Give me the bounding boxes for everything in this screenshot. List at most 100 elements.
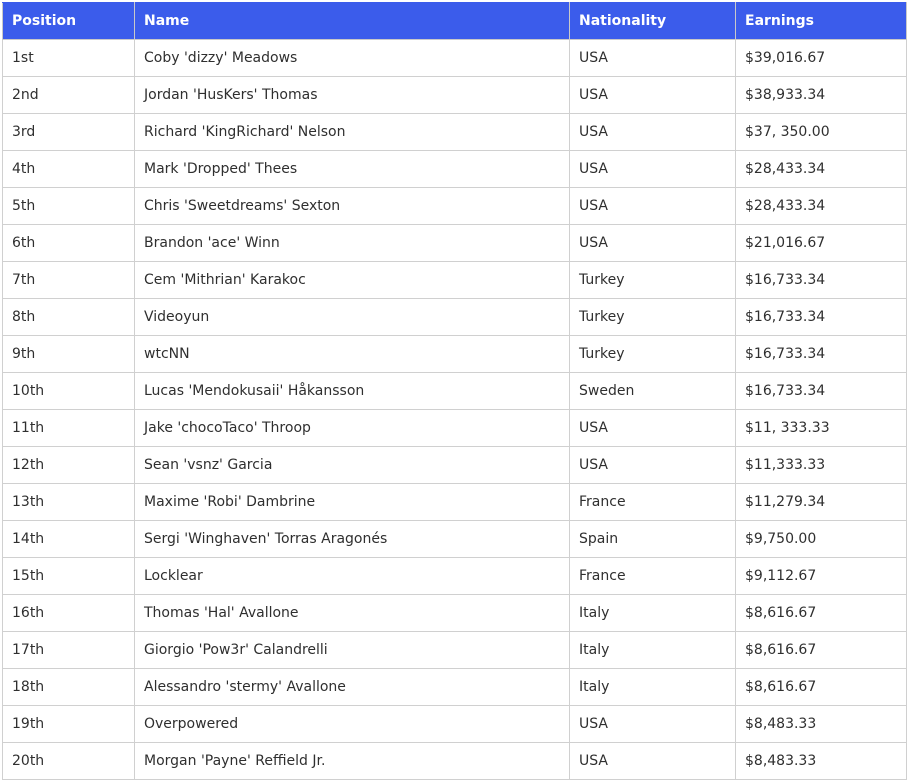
cell-name: Thomas 'Hal' Avallone (134, 594, 570, 632)
cell-earnings: $8,616.67 (735, 631, 907, 669)
cell-position: 18th (2, 668, 135, 706)
table-row: 14th Sergi 'Winghaven' Torras Aragonés Spa… (2, 520, 907, 558)
cell-name: Sergi 'Winghaven' Torras Aragonés (134, 520, 570, 558)
cell-name: Jordan 'HusKers' Thomas (134, 76, 570, 114)
cell-nationality: Sweden (569, 372, 736, 410)
table-row: 18th Alessandro 'stermy' Avallone Italy $8,… (2, 668, 907, 706)
cell-name: Lucas 'Mendokusaii' Håkansson (134, 372, 570, 410)
cell-name: Morgan 'Payne' Reffield Jr. (134, 742, 570, 780)
cell-position: 17th (2, 631, 135, 669)
table-body: 1st Coby 'dizzy' Meadows USA $39,016.67 2nd J… (2, 39, 907, 780)
cell-position: 15th (2, 557, 135, 595)
cell-position: 2nd (2, 76, 135, 114)
cell-name: Alessandro 'stermy' Avallone (134, 668, 570, 706)
cell-nationality: Turkey (569, 298, 736, 336)
cell-nationality: USA (569, 39, 736, 77)
table-row: 15th Locklear France $9,112.67 (2, 557, 907, 595)
cell-name: Jake 'chocoTaco' Throop (134, 409, 570, 447)
cell-earnings: $37, 350.00 (735, 113, 907, 151)
cell-name: Chris 'Sweetdreams' Sexton (134, 187, 570, 225)
cell-earnings: $16,733.34 (735, 298, 907, 336)
table-row: 1st Coby 'dizzy' Meadows USA $39,016.67 (2, 39, 907, 77)
cell-nationality: USA (569, 76, 736, 114)
cell-nationality: USA (569, 113, 736, 151)
table-row: 9th wtcNN Turkey $16,733.34 (2, 335, 907, 373)
cell-name: Brandon 'ace' Winn (134, 224, 570, 262)
table-row: 5th Chris 'Sweetdreams' Sexton USA $28,433.… (2, 187, 907, 225)
table-row: 20th Morgan 'Payne' Reffield Jr. USA $8,483… (2, 742, 907, 780)
cell-nationality: USA (569, 409, 736, 447)
cell-earnings: $11,333.33 (735, 446, 907, 484)
header-position: Position (2, 2, 135, 40)
cell-position: 8th (2, 298, 135, 336)
table-row: 4th Mark 'Dropped' Thees USA $28,433.34 (2, 150, 907, 188)
cell-earnings: $28,433.34 (735, 150, 907, 188)
cell-nationality: France (569, 483, 736, 521)
cell-earnings: $39,016.67 (735, 39, 907, 77)
cell-name: wtcNN (134, 335, 570, 373)
table-row: 8th Videoyun Turkey $16,733.34 (2, 298, 907, 336)
table-row: 16th Thomas 'Hal' Avallone Italy $8,616.67 (2, 594, 907, 632)
cell-nationality: USA (569, 224, 736, 262)
cell-name: Cem 'Mithrian' Karakoc (134, 261, 570, 299)
cell-earnings: $16,733.34 (735, 261, 907, 299)
header-row: Position Name Nationality Earnings (2, 2, 907, 40)
cell-earnings: $9,112.67 (735, 557, 907, 595)
cell-earnings: $38,933.34 (735, 76, 907, 114)
cell-earnings: $28,433.34 (735, 187, 907, 225)
table-row: 2nd Jordan 'HusKers' Thomas USA $38,933.34 (2, 76, 907, 114)
cell-position: 16th (2, 594, 135, 632)
table-row: 13th Maxime 'Robi' Dambrine France $11,279.… (2, 483, 907, 521)
cell-name: Mark 'Dropped' Thees (134, 150, 570, 188)
cell-nationality: USA (569, 150, 736, 188)
cell-position: 14th (2, 520, 135, 558)
cell-nationality: USA (569, 705, 736, 743)
header-nationality: Nationality (569, 2, 736, 40)
cell-nationality: USA (569, 742, 736, 780)
cell-earnings: $11,279.34 (735, 483, 907, 521)
cell-nationality: USA (569, 446, 736, 484)
cell-position: 4th (2, 150, 135, 188)
table-row: 7th Cem 'Mithrian' Karakoc Turkey $16,733.3… (2, 261, 907, 299)
cell-earnings: $16,733.34 (735, 372, 907, 410)
cell-position: 5th (2, 187, 135, 225)
cell-name: Sean 'vsnz' Garcia (134, 446, 570, 484)
header-name: Name (134, 2, 570, 40)
cell-earnings: $16,733.34 (735, 335, 907, 373)
table-row: 17th Giorgio 'Pow3r' Calandrelli Italy $8,6… (2, 631, 907, 669)
cell-position: 7th (2, 261, 135, 299)
header-earnings: Earnings (735, 2, 907, 40)
cell-earnings: $8,616.67 (735, 594, 907, 632)
cell-earnings: $9,750.00 (735, 520, 907, 558)
cell-nationality: Italy (569, 668, 736, 706)
cell-earnings: $8,483.33 (735, 705, 907, 743)
cell-position: 13th (2, 483, 135, 521)
cell-nationality: Spain (569, 520, 736, 558)
table-header: Position Name Nationality Earnings (2, 2, 907, 40)
cell-name: Overpowered (134, 705, 570, 743)
cell-nationality: Italy (569, 594, 736, 632)
cell-earnings: $11, 333.33 (735, 409, 907, 447)
cell-nationality: Turkey (569, 261, 736, 299)
cell-position: 11th (2, 409, 135, 447)
cell-earnings: $8,483.33 (735, 742, 907, 780)
table-row: 3rd Richard 'KingRichard' Nelson USA $37, 3… (2, 113, 907, 151)
table-row: 19th Overpowered USA $8,483.33 (2, 705, 907, 743)
cell-position: 9th (2, 335, 135, 373)
cell-nationality: Turkey (569, 335, 736, 373)
cell-nationality: Italy (569, 631, 736, 669)
cell-nationality: USA (569, 187, 736, 225)
cell-earnings: $8,616.67 (735, 668, 907, 706)
cell-position: 20th (2, 742, 135, 780)
cell-nationality: France (569, 557, 736, 595)
cell-earnings: $21,016.67 (735, 224, 907, 262)
cell-name: Coby 'dizzy' Meadows (134, 39, 570, 77)
cell-position: 10th (2, 372, 135, 410)
cell-position: 6th (2, 224, 135, 262)
table-row: 11th Jake 'chocoTaco' Throop USA $11, 333.3… (2, 409, 907, 447)
cell-name: Maxime 'Robi' Dambrine (134, 483, 570, 521)
cell-name: Giorgio 'Pow3r' Calandrelli (134, 631, 570, 669)
cell-name: Richard 'KingRichard' Nelson (134, 113, 570, 151)
table-row: 12th Sean 'vsnz' Garcia USA $11,333.33 (2, 446, 907, 484)
